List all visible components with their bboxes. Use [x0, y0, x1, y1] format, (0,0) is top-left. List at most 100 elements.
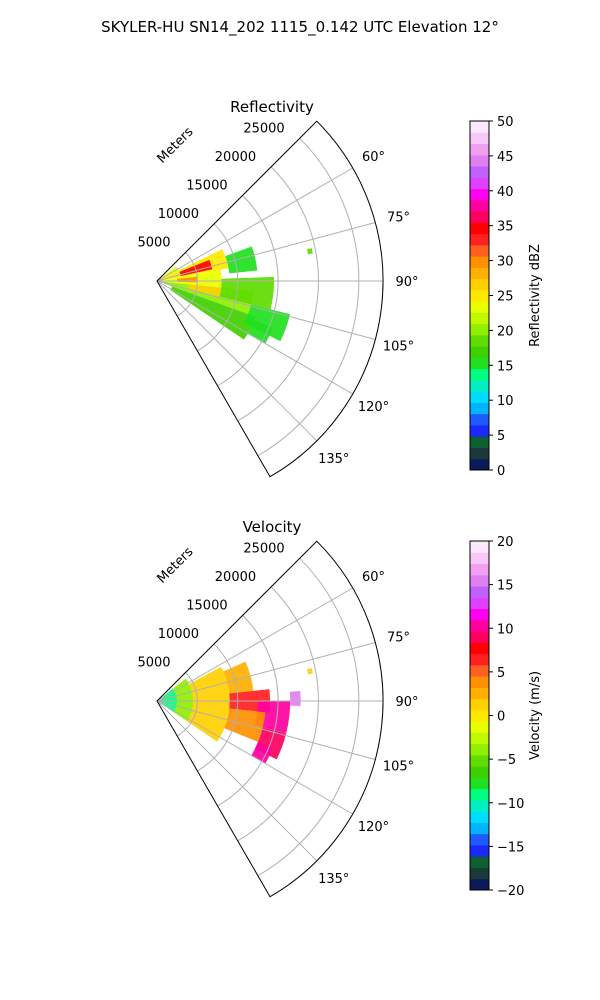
- colorbar-segment: [470, 267, 489, 280]
- colorbar-segment: [470, 166, 489, 178]
- azimuth-tick-label: 75°: [387, 210, 410, 225]
- colorbar-tick-label: 10: [497, 622, 514, 637]
- colorbar-segment: [470, 631, 489, 643]
- colorbar-tick-label: −5: [497, 753, 516, 768]
- colorbar-segment: [470, 608, 489, 621]
- colorbar-segment: [470, 788, 489, 801]
- azimuth-tick-label: 135°: [318, 872, 349, 887]
- range-tick-label: 20000: [215, 570, 256, 585]
- range-ring: [257, 137, 360, 457]
- azimuth-spoke: [156, 280, 318, 442]
- panel-title: Velocity: [243, 518, 302, 536]
- colorbar-segment: [470, 597, 489, 610]
- colorbar-segment: [470, 368, 489, 381]
- colorbar: −20 −15 −10 −5 0 5 10 15 20 Velocity (m/s): [469, 535, 543, 899]
- azimuth-tick-label: 120°: [358, 820, 389, 835]
- azimuth-spoke: [156, 642, 376, 702]
- colorbar-segment: [470, 413, 489, 426]
- range-ring: [197, 643, 239, 772]
- colorbar-segment: [470, 721, 489, 733]
- colorbar-segment: [470, 379, 489, 392]
- figure-suptitle: SKYLER-HU SN14_202 1115_0.142 UTC Elevat…: [101, 18, 499, 37]
- colorbar-segment: [470, 211, 489, 223]
- colorbar-segment: [470, 177, 489, 190]
- range-ring: [217, 615, 279, 807]
- colorbar-segment: [470, 391, 489, 403]
- echo-cell: [307, 248, 313, 255]
- colorbar-segment: [470, 323, 489, 336]
- colorbar-segment: [470, 698, 489, 711]
- panel-title: Reflectivity: [230, 98, 314, 116]
- colorbar-segment: [470, 563, 489, 576]
- azimuth-spoke: [156, 700, 353, 815]
- colorbar-segment: [470, 256, 489, 268]
- sector-frame: [156, 540, 384, 898]
- colorbar-segment: [470, 799, 489, 812]
- colorbar-segment: [470, 132, 489, 145]
- colorbar-segment: [470, 357, 489, 370]
- range-tick-label: 15000: [186, 598, 227, 613]
- range-ring: [217, 195, 279, 387]
- colorbar-segment: [470, 777, 489, 790]
- colorbar-segment: [470, 822, 489, 835]
- range-ring: [257, 557, 360, 877]
- colorbar-segment: [470, 458, 489, 471]
- colorbar-tick-label: 0: [497, 710, 505, 725]
- colorbar-segment: [470, 244, 489, 257]
- velocity-panel: Velocity 60° 75° 90° 105° 120° 135° 5000 10000 15…: [137, 518, 543, 899]
- colorbar-segment: [470, 619, 489, 632]
- echo-cell: [179, 259, 213, 276]
- colorbar-segment: [470, 766, 489, 778]
- azimuth-tick-label: 90°: [395, 695, 418, 710]
- colorbar-segment: [470, 642, 489, 655]
- colorbar-tick-label: −20: [497, 884, 524, 899]
- colorbar-tick-label: 50: [497, 115, 514, 130]
- echo-cell: [187, 666, 230, 742]
- range-tick-label: 5000: [137, 655, 170, 670]
- colorbar-segment: [470, 811, 489, 823]
- colorbar-segment: [470, 664, 489, 677]
- colorbar-segment: [470, 867, 489, 880]
- colorbar: 0 5 10 15 20 25 30 35 40 45 50 Reflectivity dBZ: [469, 115, 543, 479]
- echo-cell: [225, 246, 258, 274]
- colorbar-segment: [470, 653, 489, 666]
- colorbar-segment: [470, 754, 489, 767]
- colorbar-label: Velocity (m/s): [528, 671, 543, 760]
- reflectivity-panel: Reflectivity60°75°90°105°120°135°5000100…: [137, 98, 543, 479]
- sector-frame: [156, 120, 384, 478]
- colorbar-label: Reflectivity dBZ: [528, 244, 543, 347]
- colorbar-tick-label: 45: [497, 150, 514, 165]
- echo-layer: [157, 661, 313, 764]
- range-ring: [176, 672, 198, 737]
- range-tick-label: 25000: [243, 541, 284, 556]
- azimuth-tick-label: 60°: [362, 150, 385, 165]
- azimuth-tick-label: 105°: [383, 760, 414, 775]
- colorbar-segment: [470, 121, 489, 133]
- range-tick-label: 15000: [186, 178, 227, 193]
- range-tick-label: 10000: [158, 627, 199, 642]
- colorbar-segment: [470, 709, 489, 722]
- echo-cell: [157, 249, 229, 281]
- colorbar-segment: [470, 346, 489, 358]
- echo-cell: [254, 701, 291, 734]
- colorbar-segment: [470, 222, 489, 235]
- colorbar-segment: [470, 447, 489, 460]
- colorbar-segment: [470, 436, 489, 448]
- range-axis-label: Meters: [155, 124, 197, 166]
- colorbar-segment: [470, 552, 489, 565]
- colorbar-segment: [470, 676, 489, 688]
- colorbar-segment: [470, 878, 489, 891]
- colorbar-segment: [470, 154, 489, 167]
- echo-cell: [157, 688, 178, 713]
- colorbar-tick-label: 15: [497, 579, 514, 594]
- colorbar-segment: [470, 199, 489, 212]
- colorbar-segment: [470, 402, 489, 415]
- colorbar-segment: [470, 301, 489, 313]
- colorbar-segment: [470, 312, 489, 325]
- colorbar-segment: [470, 732, 489, 745]
- colorbar-segment: [470, 541, 489, 553]
- colorbar-tick-label: 25: [497, 290, 514, 305]
- colorbar-segment: [470, 289, 489, 302]
- echo-cell: [219, 276, 275, 310]
- colorbar-tick-label: 0: [497, 464, 505, 479]
